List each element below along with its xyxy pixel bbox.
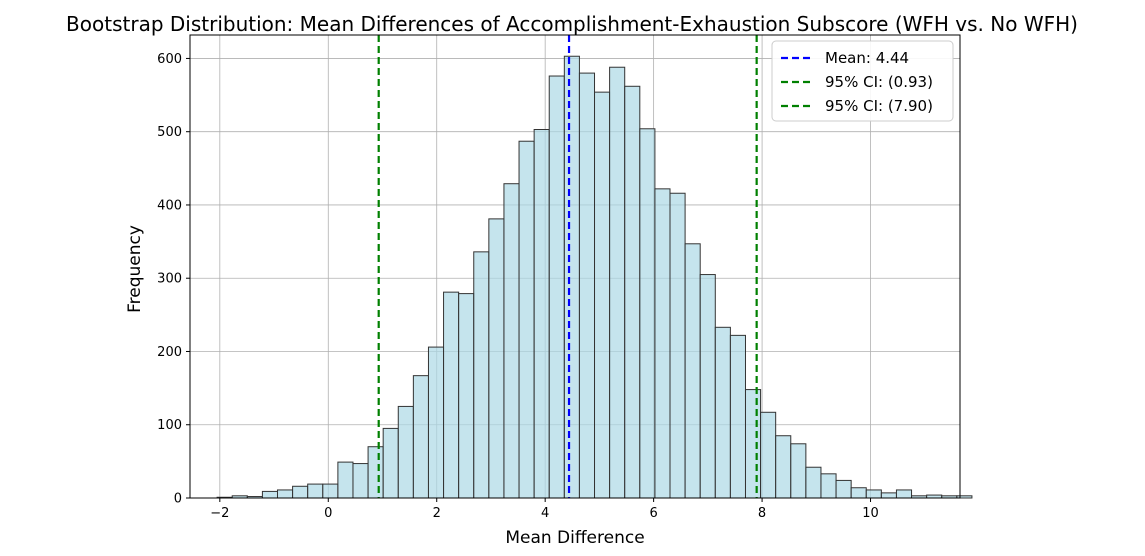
x-tick-label: 2 — [433, 506, 441, 521]
y-tick-label: 300 — [157, 272, 182, 287]
legend-label: 95% CI: (0.93) — [825, 73, 933, 91]
x-tick-label: 8 — [758, 506, 766, 521]
histogram-bar — [594, 91, 611, 499]
histogram-bar — [578, 72, 596, 499]
histogram-bar — [714, 326, 731, 499]
histogram-bar — [775, 435, 792, 499]
histogram-bar — [488, 218, 505, 499]
histogram-bar — [261, 490, 278, 499]
legend-box — [771, 40, 954, 122]
histogram-bars — [216, 55, 973, 499]
y-tick-label: 500 — [157, 125, 182, 140]
histogram-bar — [699, 274, 716, 499]
histogram-bar — [307, 483, 324, 499]
histogram-bar — [276, 489, 294, 499]
histogram-bar — [850, 487, 867, 499]
x-tick-label: 6 — [649, 506, 657, 521]
y-tick-label: 100 — [157, 418, 182, 433]
histogram-bar — [820, 473, 837, 499]
chart-title: Bootstrap Distribution: Mean Differences… — [66, 12, 1078, 36]
histogram-bar — [880, 492, 897, 499]
x-tick-label: 10 — [862, 506, 879, 521]
histogram-bar — [382, 427, 399, 499]
histogram-bar — [322, 483, 339, 499]
histogram-bar — [669, 192, 686, 499]
legend: Mean: 4.44 95% CI: (0.93) 95% CI: (7.90) — [771, 40, 954, 122]
histogram-bar — [412, 375, 429, 499]
histogram-bar — [805, 466, 822, 499]
x-axis-label: Mean Difference — [505, 528, 644, 548]
x-tick-label: −2 — [210, 506, 229, 521]
histogram-bar — [518, 140, 535, 499]
histogram-bar — [684, 243, 701, 499]
y-tick-label: 0 — [174, 492, 182, 507]
legend-label: Mean: 4.44 — [825, 49, 909, 67]
histogram-bar — [337, 461, 354, 499]
x-tick-label: 4 — [541, 506, 549, 521]
histogram-bar — [760, 411, 777, 499]
histogram-bar — [443, 291, 460, 499]
histogram-bar — [835, 479, 852, 499]
histogram-bar — [624, 85, 641, 499]
histogram-bar — [397, 405, 414, 499]
histogram-bar — [895, 489, 913, 499]
histogram-bar — [292, 485, 309, 499]
y-tick-label: 600 — [157, 52, 182, 67]
histogram-bar — [548, 75, 565, 499]
histogram-bar — [609, 66, 626, 499]
histogram-bar — [473, 251, 490, 499]
histogram-bar — [639, 128, 656, 499]
histogram-bar — [865, 489, 882, 499]
histogram-bar — [654, 188, 671, 499]
histogram-bar — [458, 293, 475, 499]
y-axis-label: Frequency — [125, 225, 145, 313]
histogram-bar — [563, 55, 580, 499]
y-tick-label: 400 — [157, 198, 182, 213]
histogram-bar — [352, 463, 369, 499]
histogram-bar — [533, 129, 550, 499]
histogram-bar — [729, 334, 746, 499]
plot-frame — [189, 34, 961, 499]
reference-lines — [377, 35, 758, 498]
histogram-bar — [790, 443, 807, 499]
histogram-bar — [503, 183, 520, 499]
histogram-bar — [427, 346, 445, 499]
histogram-bar — [367, 446, 384, 499]
y-tick-label: 200 — [157, 345, 182, 360]
x-tick-label: 0 — [324, 506, 332, 521]
histogram-bar — [956, 495, 973, 499]
histogram-bar — [744, 389, 762, 499]
legend-label: 95% CI: (7.90) — [825, 97, 933, 115]
